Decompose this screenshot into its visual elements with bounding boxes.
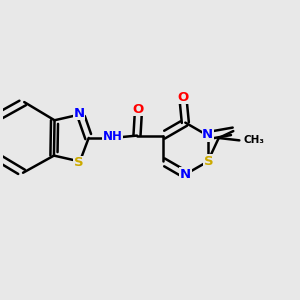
- Text: CH₃: CH₃: [244, 135, 265, 146]
- Text: O: O: [177, 91, 189, 103]
- Text: S: S: [74, 156, 83, 169]
- Text: O: O: [133, 103, 144, 116]
- Text: NH: NH: [103, 130, 123, 143]
- Text: S: S: [204, 155, 214, 168]
- Text: N: N: [74, 107, 85, 120]
- Text: N: N: [180, 168, 191, 181]
- Text: N: N: [202, 128, 213, 141]
